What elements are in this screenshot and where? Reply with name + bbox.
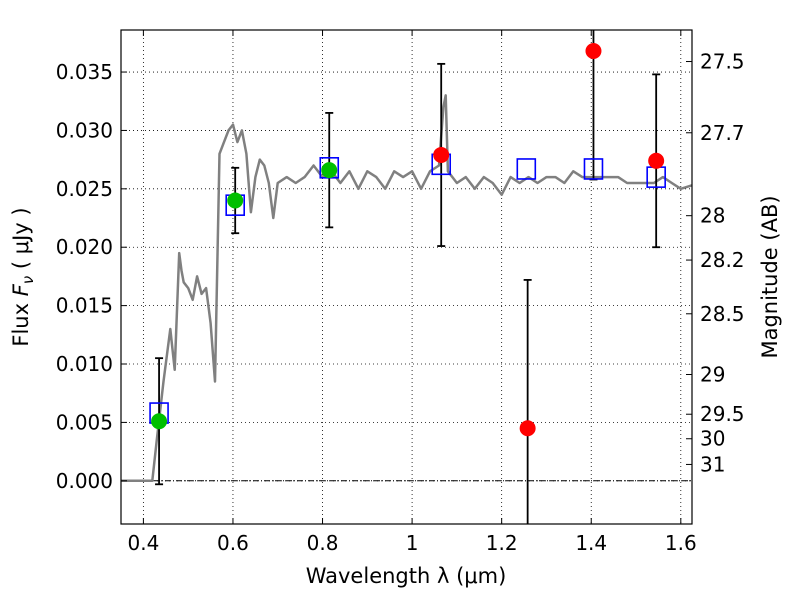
y-tick-label: 0.030: [56, 118, 113, 142]
x-tick-label: 0.4: [127, 531, 159, 555]
model-square-marker: [516, 158, 537, 180]
y-tick-label: 0.020: [56, 235, 113, 259]
marker-layer: [149, 43, 666, 437]
spectrum-layer: [121, 94, 693, 483]
y2-tick-label: 31: [700, 452, 725, 476]
x-axis-label: Wavelength λ (μm): [306, 564, 507, 588]
y2-tick-label: 30: [700, 427, 725, 451]
y2-tick-label: 27.7: [700, 121, 745, 145]
data-point: [433, 146, 450, 163]
model-square-marker: [583, 158, 604, 180]
spectrum-line: [121, 94, 693, 483]
x-tick-label: 0.8: [307, 531, 339, 555]
plot-area: [121, 30, 692, 524]
y-tick-label: 0.015: [56, 294, 113, 318]
y2-tick-label: 29: [700, 363, 725, 387]
data-point: [585, 43, 602, 60]
data-point: [151, 413, 168, 430]
data-point: [648, 152, 665, 169]
y2-tick-label: 27.5: [700, 50, 745, 74]
y-tick-label: 0.005: [56, 410, 113, 434]
data-point: [321, 162, 338, 179]
x-tick-label: 1: [406, 531, 419, 555]
y-tick-label: 0.035: [56, 60, 113, 84]
y2-tick-label: 28.5: [700, 302, 745, 326]
y2-axis-label: Magnitude (AB): [758, 195, 782, 358]
y2-tick-label: 28.2: [700, 248, 745, 272]
y2-tick-label: 29.5: [700, 402, 745, 426]
data-point: [227, 192, 244, 209]
plot-frame: [120, 29, 693, 525]
errorbar-layer: [155, 30, 661, 524]
x-tick-label: 1.6: [665, 531, 697, 555]
x-tick-label: 1.2: [486, 531, 518, 555]
tick-layer: 0.4 0.6 0.8 1 1.2 1.4 1.6 0.000 0.005 0.010 0.015 0…: [56, 30, 745, 555]
x-tick-label: 0.6: [217, 531, 249, 555]
y-tick-label: 0.000: [56, 469, 113, 493]
data-point: [519, 420, 536, 437]
y-axis-label: Flux Fν ( μJy ): [9, 207, 37, 346]
x-tick-label: 1.4: [575, 531, 607, 555]
y-tick-label: 0.010: [56, 352, 113, 376]
y-tick-label: 0.025: [56, 177, 113, 201]
y2-tick-label: 28: [700, 204, 725, 228]
